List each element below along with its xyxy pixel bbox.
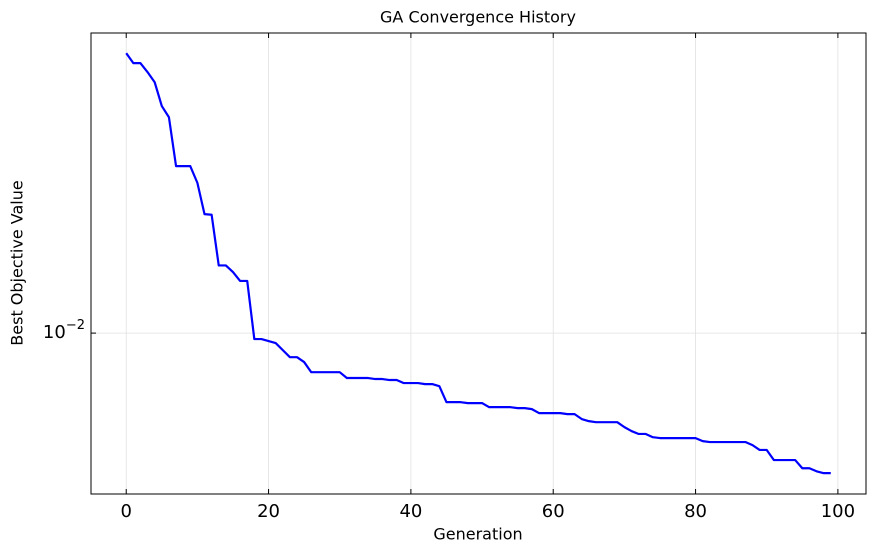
x-tick-label: 80 <box>684 501 707 522</box>
plot-frame <box>90 32 867 495</box>
x-tick-label: 40 <box>399 501 422 522</box>
y-tick-label: 10−2 <box>43 318 85 344</box>
x-tick-label: 0 <box>121 501 132 522</box>
x-tick-label: 100 <box>821 501 855 522</box>
chart-title: GA Convergence History <box>380 8 576 27</box>
x-axis-label: Generation <box>433 525 522 544</box>
y-axis-label: Best Objective Value <box>8 180 27 345</box>
grid <box>91 33 866 494</box>
data-line <box>125 52 831 475</box>
x-tick-label: 20 <box>257 501 280 522</box>
x-tick-label: 60 <box>542 501 565 522</box>
